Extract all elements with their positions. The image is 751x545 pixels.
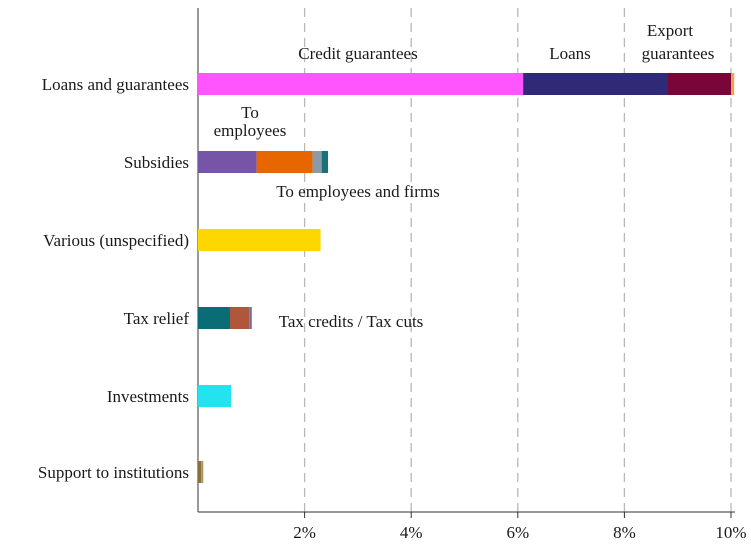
bar-segment — [312, 151, 322, 173]
bars — [198, 73, 735, 483]
annotation-to-employees-line2: employees — [214, 121, 287, 140]
bar-segment — [731, 73, 735, 95]
x-tick-label: 10% — [715, 523, 746, 542]
bar-segment — [667, 73, 731, 95]
bar-segment — [198, 229, 321, 251]
bar-segment — [229, 307, 250, 329]
category-label: Investments — [107, 387, 189, 406]
annotation-credit-guarantees: Credit guarantees — [298, 44, 417, 63]
category-label: Loans and guarantees — [42, 75, 189, 94]
x-tick-label: 4% — [400, 523, 423, 542]
bar-segment — [198, 385, 232, 407]
category-labels: Loans and guarantees Subsidies Various (un… — [38, 75, 189, 482]
bar-segment — [198, 73, 524, 95]
x-tick-labels: 2% 4% 6% 8% 10% — [293, 512, 747, 542]
x-tick-label: 2% — [293, 523, 316, 542]
category-label: Tax relief — [124, 309, 190, 328]
annotation-to-employees-line1: To — [241, 103, 259, 122]
annotation-export-line1: Export — [647, 21, 694, 40]
annotation-tax-credits: Tax credits / Tax cuts — [279, 312, 424, 331]
x-tick-label: 8% — [613, 523, 636, 542]
category-label: Subsidies — [124, 153, 189, 172]
bar-segment — [256, 151, 313, 173]
annotations: Credit guarantees Loans Export guarantee… — [214, 21, 715, 331]
bar-segment — [249, 307, 252, 329]
annotation-export-line2: guarantees — [642, 44, 715, 63]
bar-segment — [201, 461, 204, 483]
x-tick-label: 6% — [506, 523, 529, 542]
annotation-loans: Loans — [549, 44, 591, 63]
bar-segment — [198, 151, 257, 173]
bar-segment — [321, 151, 329, 173]
annotation-to-employees-and-firms: To employees and firms — [276, 182, 440, 201]
category-label: Support to institutions — [38, 463, 189, 482]
category-label: Various (unspecified) — [43, 231, 189, 250]
bar-segment — [523, 73, 668, 95]
bar-segment — [198, 307, 230, 329]
bar-segment — [198, 461, 202, 483]
